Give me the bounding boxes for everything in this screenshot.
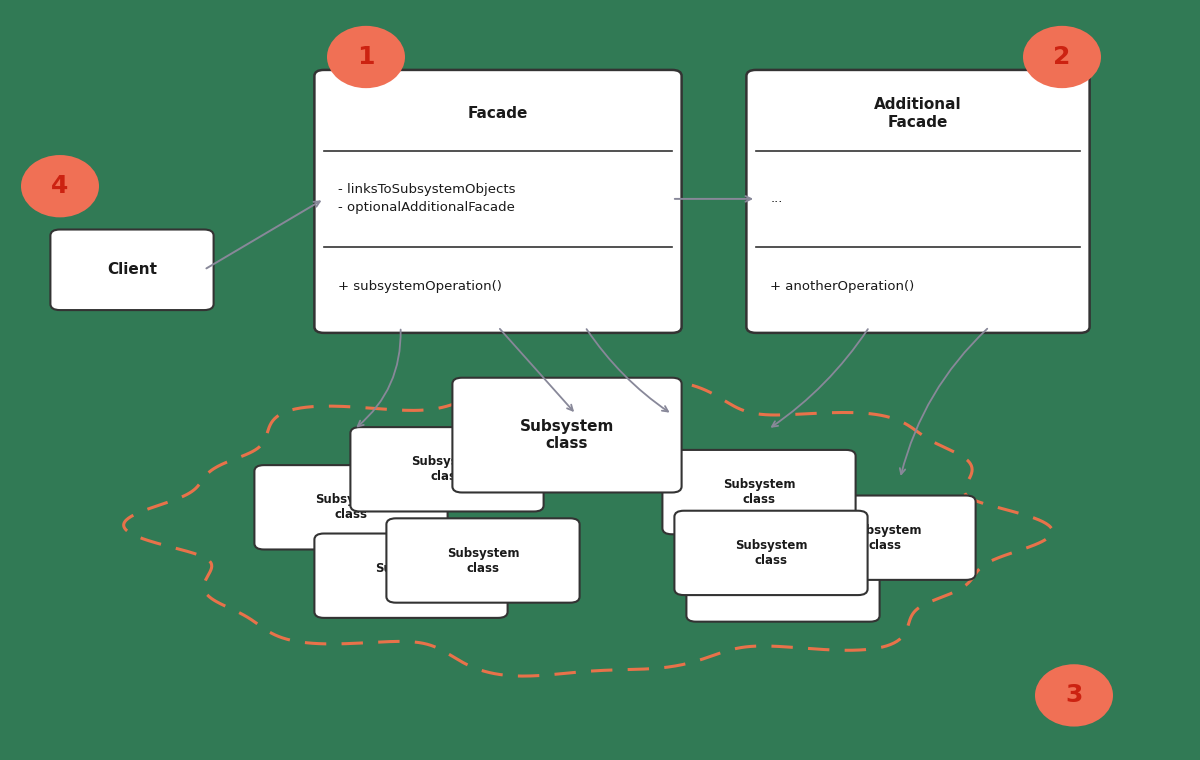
FancyBboxPatch shape <box>794 496 976 580</box>
Text: Subsystem
class: Subsystem class <box>520 419 614 451</box>
Text: 2: 2 <box>1054 45 1070 69</box>
Text: + anotherOperation(): + anotherOperation() <box>770 280 914 293</box>
Text: Subsystem
class: Subsystem class <box>374 562 448 590</box>
Text: Subsystem
class: Subsystem class <box>446 546 520 575</box>
FancyBboxPatch shape <box>452 378 682 492</box>
Text: + subsystemOperation(): + subsystemOperation() <box>338 280 503 293</box>
Ellipse shape <box>1022 26 1102 88</box>
FancyBboxPatch shape <box>662 450 856 534</box>
Text: Subsystem
class: Subsystem class <box>734 539 808 567</box>
Text: Subsystem
class: Subsystem class <box>410 455 484 483</box>
FancyBboxPatch shape <box>746 70 1090 333</box>
FancyBboxPatch shape <box>50 230 214 310</box>
Text: Client: Client <box>107 262 157 277</box>
FancyBboxPatch shape <box>314 534 508 618</box>
Text: Subsystem
class: Subsystem class <box>314 493 388 521</box>
Text: - linksToSubsystemObjects
- optionalAdditionalFacade: - linksToSubsystemObjects - optionalAddi… <box>338 183 516 214</box>
Text: 4: 4 <box>52 174 68 198</box>
Ellipse shape <box>22 155 98 217</box>
Ellipse shape <box>326 26 406 88</box>
Text: 1: 1 <box>358 45 374 69</box>
FancyBboxPatch shape <box>350 427 544 511</box>
FancyBboxPatch shape <box>254 465 448 549</box>
FancyBboxPatch shape <box>686 537 880 622</box>
FancyBboxPatch shape <box>386 518 580 603</box>
Text: Subsystem
class: Subsystem class <box>722 478 796 506</box>
Text: Subsystem
class: Subsystem class <box>848 524 922 552</box>
Text: Additional
Facade: Additional Facade <box>874 97 962 130</box>
FancyBboxPatch shape <box>674 511 868 595</box>
Text: ...: ... <box>770 192 782 205</box>
Ellipse shape <box>1034 664 1114 727</box>
Text: 3: 3 <box>1066 683 1082 708</box>
FancyBboxPatch shape <box>314 70 682 333</box>
Text: Facade: Facade <box>468 106 528 121</box>
Text: Subsystem
class: Subsystem class <box>746 565 820 594</box>
